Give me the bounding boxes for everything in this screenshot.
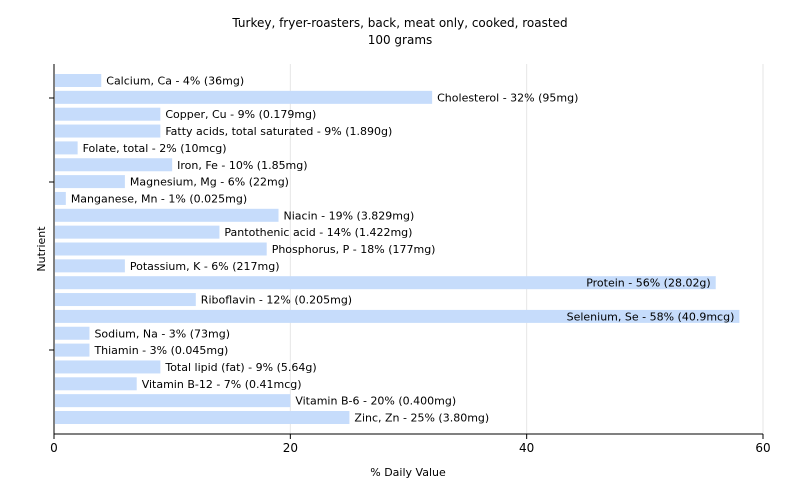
bar-label: Thiamin - 3% (0.045mg) <box>93 344 228 357</box>
chart-subtitle: 100 grams <box>368 33 433 47</box>
bar <box>55 360 161 374</box>
x-tick-label: 60 <box>755 441 770 455</box>
bar <box>55 343 90 357</box>
bar-labels: Calcium, Ca - 4% (36mg) Cholesterol - 32%… <box>71 75 735 425</box>
bar <box>55 259 125 273</box>
bar <box>55 411 350 424</box>
bar-label: Magnesium, Mg - 6% (22mg) <box>130 176 289 189</box>
bar-label: Niacin - 19% (3.829mg) <box>284 209 415 222</box>
bar <box>55 124 161 138</box>
bar <box>55 276 716 290</box>
x-ticks: 0 20 40 60 <box>50 434 771 455</box>
grid <box>289 64 764 434</box>
bar-label: Riboflavin - 12% (0.205mg) <box>201 294 352 307</box>
bar-label: Manganese, Mn - 1% (0.025mg) <box>71 192 247 205</box>
bar-label: Sodium, Na - 3% (73mg) <box>94 327 230 340</box>
bar-label: Iron, Fe - 10% (1.85mg) <box>177 159 307 172</box>
bar-label: Calcium, Ca - 4% (36mg) <box>106 75 244 88</box>
bar-label: Potassium, K - 6% (217mg) <box>130 260 280 273</box>
bar <box>55 394 291 408</box>
x-tick-label: 40 <box>519 441 534 455</box>
y-ticks <box>49 97 54 351</box>
y-axis-title: Nutrient <box>35 226 48 272</box>
bar-label: Total lipid (fat) - 9% (5.64g) <box>164 361 316 374</box>
bar <box>55 107 161 121</box>
bar <box>55 309 740 323</box>
bar <box>55 225 220 239</box>
x-axis-title: % Daily Value <box>370 466 446 479</box>
bars <box>55 74 740 424</box>
chart-title: Turkey, fryer-roasters, back, meat only,… <box>231 16 567 30</box>
bar-label: Cholesterol - 32% (95mg) <box>437 91 578 104</box>
x-tick-label: 0 <box>50 441 58 455</box>
bar-label: Folate, total - 2% (10mcg) <box>83 142 227 155</box>
bar <box>55 158 173 172</box>
bar <box>55 90 433 104</box>
bar <box>55 175 125 189</box>
x-tick-label: 20 <box>283 441 298 455</box>
bar-label: Fatty acids, total saturated - 9% (1.890… <box>165 125 392 138</box>
bar-label: Pantothenic acid - 14% (1.422mg) <box>224 226 412 239</box>
bar <box>55 208 279 222</box>
bar <box>55 141 78 155</box>
bar <box>55 377 137 391</box>
bar <box>55 191 66 205</box>
bar-label: Vitamin B-6 - 20% (0.400mg) <box>295 395 456 408</box>
bar <box>55 326 90 340</box>
bar-label: Zinc, Zn - 25% (3.80mg) <box>354 412 489 425</box>
bar-label: Copper, Cu - 9% (0.179mg) <box>165 108 316 121</box>
bar <box>55 293 196 307</box>
bar <box>55 242 267 256</box>
bar-label: Selenium, Se - 58% (40.9mcg) <box>567 310 735 323</box>
bar-label: Protein - 56% (28.02g) <box>586 277 711 290</box>
bar-label: Vitamin B-12 - 7% (0.41mcg) <box>142 378 302 391</box>
bar <box>55 74 102 87</box>
bar-label: Phosphorus, P - 18% (177mg) <box>272 243 436 256</box>
axes <box>53 64 763 435</box>
